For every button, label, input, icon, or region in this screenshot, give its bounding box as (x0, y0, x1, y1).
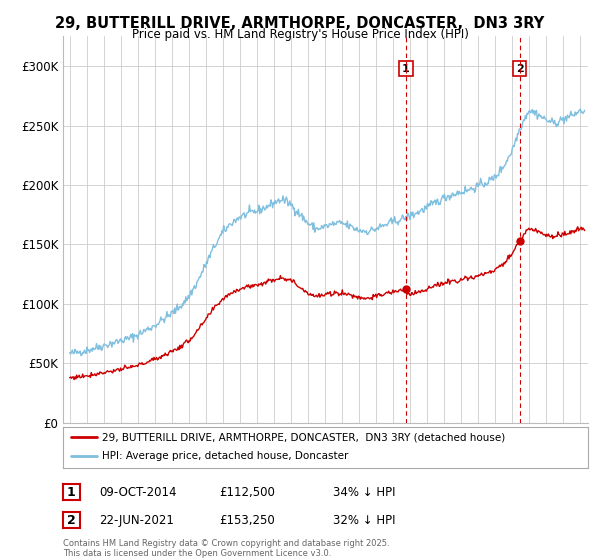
Text: Price paid vs. HM Land Registry's House Price Index (HPI): Price paid vs. HM Land Registry's House … (131, 28, 469, 41)
Text: 1: 1 (402, 63, 410, 73)
Text: 22-JUN-2021: 22-JUN-2021 (99, 514, 174, 528)
Text: Contains HM Land Registry data © Crown copyright and database right 2025.
This d: Contains HM Land Registry data © Crown c… (63, 539, 389, 558)
Text: 1: 1 (67, 486, 76, 499)
Text: 09-OCT-2014: 09-OCT-2014 (99, 486, 176, 500)
Text: 29, BUTTERILL DRIVE, ARMTHORPE, DONCASTER,  DN3 3RY: 29, BUTTERILL DRIVE, ARMTHORPE, DONCASTE… (55, 16, 545, 31)
Text: £153,250: £153,250 (219, 514, 275, 528)
Text: 2: 2 (67, 514, 76, 527)
Text: 2: 2 (515, 63, 523, 73)
Text: HPI: Average price, detached house, Doncaster: HPI: Average price, detached house, Donc… (103, 451, 349, 461)
Text: 34% ↓ HPI: 34% ↓ HPI (333, 486, 395, 500)
Text: £112,500: £112,500 (219, 486, 275, 500)
Text: 29, BUTTERILL DRIVE, ARMTHORPE, DONCASTER,  DN3 3RY (detached house): 29, BUTTERILL DRIVE, ARMTHORPE, DONCASTE… (103, 432, 506, 442)
Text: 32% ↓ HPI: 32% ↓ HPI (333, 514, 395, 528)
